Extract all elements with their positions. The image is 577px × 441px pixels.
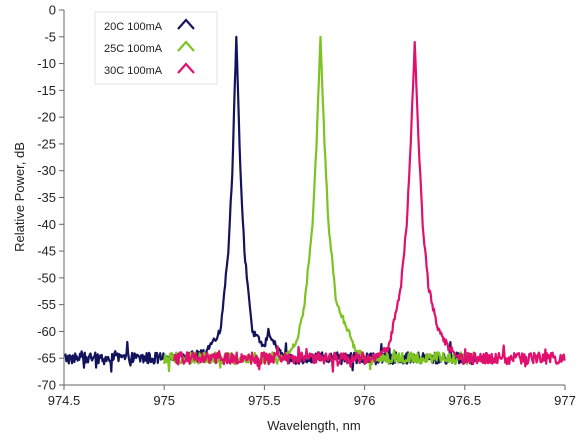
- legend: 20C 100mA 25C 100mA 30C 100mA: [94, 11, 218, 85]
- y-tick-label: -35: [37, 190, 56, 205]
- x-tick-label: 976.5: [449, 393, 482, 408]
- y-tick-label: -65: [37, 351, 56, 366]
- y-tick-label: -55: [37, 297, 56, 312]
- legend-swatch: [177, 18, 195, 30]
- x-tick-label: 976: [354, 393, 376, 408]
- x-tick-label: 975.5: [248, 393, 281, 408]
- x-tick-label: 977: [554, 393, 576, 408]
- y-tick-label: -25: [37, 136, 56, 151]
- legend-label: 30C 100mA: [104, 65, 163, 77]
- x-tick-label: 974.5: [48, 393, 81, 408]
- y-tick-label: -60: [37, 324, 56, 339]
- legend-label: 20C 100mA: [104, 21, 163, 33]
- y-tick-label: -15: [37, 83, 56, 98]
- y-tick-label: 0: [49, 3, 56, 18]
- series-line: [63, 35, 476, 373]
- x-tick-label: 975: [153, 393, 175, 408]
- y-axis-title: Relative Power, dB: [12, 142, 27, 252]
- series-layer: [63, 35, 566, 373]
- legend-label: 25C 100mA: [104, 43, 163, 55]
- legend-swatch: [177, 40, 195, 52]
- legend-box: [94, 11, 218, 85]
- y-tick-label: -30: [37, 163, 56, 178]
- y-tick-label: -50: [37, 270, 56, 285]
- legend-swatch: [177, 62, 195, 74]
- y-tick-label: -40: [37, 217, 56, 232]
- x-axis-title: Wavelength, nm: [267, 418, 360, 433]
- y-tick-label: -45: [37, 244, 56, 259]
- y-tick-label: -70: [37, 378, 56, 393]
- y-tick-label: -5: [44, 29, 56, 44]
- y-tick-label: -10: [37, 56, 56, 71]
- series-line: [173, 41, 566, 373]
- axes-layer: 0 -5 -10 -15 -20 -25 -30 -35 -40 -45 -50 -55 -60 -65 -…: [37, 3, 576, 409]
- y-tick-label: -20: [37, 110, 56, 125]
